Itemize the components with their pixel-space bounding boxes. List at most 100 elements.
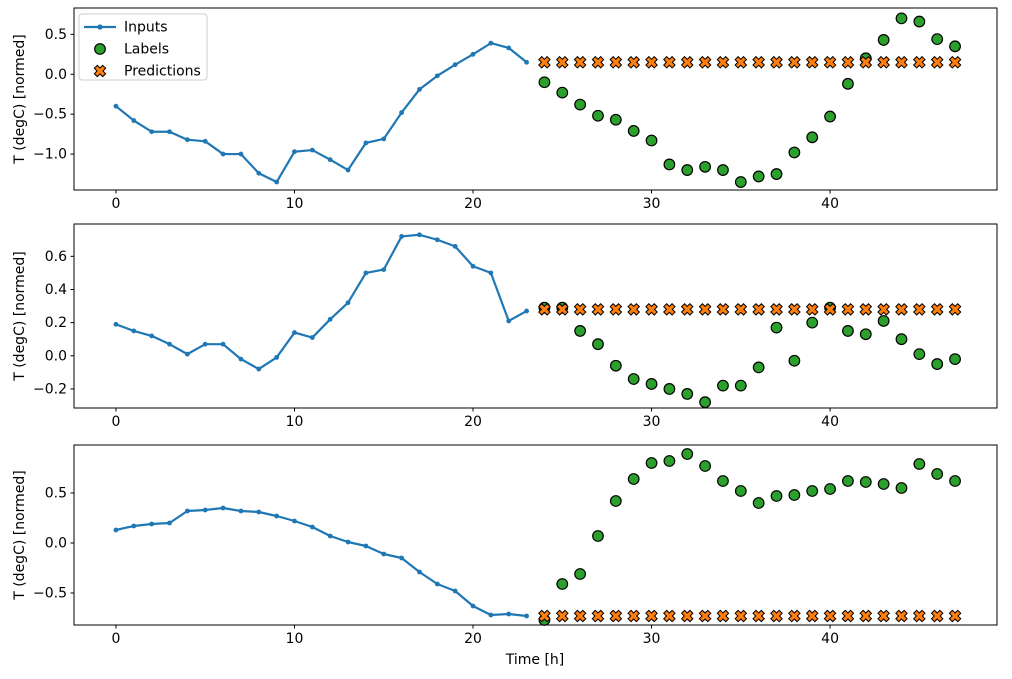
inputs-point bbox=[309, 335, 315, 340]
labels-point bbox=[627, 373, 640, 385]
legend-label-labels: Labels bbox=[124, 42, 169, 58]
inputs-point bbox=[131, 118, 137, 123]
inputs-point bbox=[488, 270, 494, 276]
labels-point bbox=[592, 530, 604, 542]
legend-labels-circle-sample bbox=[94, 43, 106, 55]
inputs-point bbox=[524, 59, 529, 65]
predictions-point bbox=[859, 303, 873, 316]
inputs-point bbox=[399, 555, 404, 561]
inputs-point bbox=[327, 157, 333, 163]
x-tick-label: 0 bbox=[111, 414, 120, 430]
y-axis-label-subplot-1: T (degC) [normed] bbox=[12, 34, 28, 165]
predictions-point bbox=[948, 303, 962, 316]
labels-point bbox=[752, 170, 765, 183]
inputs-point bbox=[184, 351, 190, 357]
predictions-point bbox=[823, 303, 837, 316]
labels-point bbox=[949, 353, 961, 366]
inputs-point bbox=[381, 136, 387, 142]
predictions-point bbox=[663, 609, 676, 623]
labels-point bbox=[699, 160, 711, 173]
labels-point bbox=[681, 448, 694, 460]
inputs-point bbox=[452, 62, 458, 68]
predictions-point bbox=[698, 303, 712, 316]
predictions-point bbox=[716, 55, 730, 69]
predictions-point bbox=[680, 609, 694, 623]
y-tick-label: 0.0 bbox=[45, 348, 67, 364]
inputs-point bbox=[292, 330, 297, 335]
predictions-point bbox=[680, 55, 694, 69]
predictions-point bbox=[859, 609, 873, 623]
labels-point bbox=[931, 468, 944, 480]
inputs-point bbox=[452, 588, 458, 594]
y-tick-label: −0.5 bbox=[33, 107, 67, 123]
inputs-point bbox=[381, 267, 387, 272]
labels-point bbox=[859, 328, 872, 341]
x-tick-label: 20 bbox=[464, 196, 482, 212]
inputs-point bbox=[113, 527, 119, 533]
labels-point bbox=[770, 168, 783, 180]
labels-point bbox=[824, 483, 836, 495]
labels-point bbox=[824, 110, 836, 123]
labels-point bbox=[734, 485, 747, 497]
labels-point bbox=[913, 348, 926, 361]
predictions-point bbox=[609, 303, 623, 316]
inputs-point bbox=[238, 356, 244, 362]
predictions-point bbox=[538, 55, 551, 69]
inputs-point bbox=[220, 341, 226, 347]
labels-point bbox=[556, 86, 569, 99]
x-tick-label: 20 bbox=[464, 631, 482, 647]
x-axis-label: Time [h] bbox=[505, 652, 565, 668]
inputs-point bbox=[238, 151, 244, 157]
inputs-point bbox=[363, 140, 369, 146]
labels-point bbox=[556, 578, 569, 590]
labels-point bbox=[895, 333, 908, 346]
y-tick-label: 0.2 bbox=[45, 315, 67, 331]
x-tick-label: 30 bbox=[643, 196, 661, 212]
predictions-point bbox=[805, 609, 819, 623]
axes-frame bbox=[73, 7, 998, 191]
predictions-point bbox=[538, 303, 551, 316]
subplot-1: 0 10 20 30 40 0.5 0.0 −0.5 −1.0 bbox=[33, 7, 998, 212]
inputs-point bbox=[131, 328, 137, 334]
predictions-point bbox=[627, 303, 641, 316]
inputs-point bbox=[292, 518, 297, 524]
labels-point bbox=[806, 485, 819, 497]
predictions-point bbox=[645, 303, 658, 316]
inputs-point bbox=[506, 45, 512, 51]
inputs-point bbox=[434, 237, 440, 243]
predictions-point bbox=[788, 55, 801, 69]
x-tick-label: 30 bbox=[643, 631, 661, 647]
labels-point bbox=[681, 164, 694, 176]
predictions-point bbox=[877, 303, 890, 316]
inputs-point bbox=[256, 366, 262, 372]
predictions-point bbox=[573, 55, 587, 69]
legend: Inputs Labels Predictions bbox=[78, 13, 208, 81]
labels-point bbox=[717, 164, 729, 176]
inputs-point bbox=[202, 341, 208, 347]
inputs-point bbox=[524, 613, 529, 619]
inputs-point bbox=[202, 138, 208, 144]
x-tick-label: 30 bbox=[643, 414, 661, 430]
inputs-line bbox=[114, 42, 528, 184]
labels-point bbox=[734, 176, 747, 188]
inputs-point bbox=[488, 612, 494, 618]
x-tick-label: 10 bbox=[286, 414, 304, 430]
inputs-point bbox=[381, 551, 387, 557]
labels-point bbox=[574, 568, 587, 580]
inputs-point bbox=[238, 508, 244, 514]
labels-point bbox=[859, 476, 872, 488]
predictions-point bbox=[663, 303, 676, 316]
inputs-point bbox=[274, 179, 280, 185]
predictions-point bbox=[895, 303, 908, 316]
labels-point bbox=[949, 40, 961, 53]
inputs-point bbox=[327, 533, 333, 539]
inputs-point bbox=[434, 73, 440, 79]
inputs-point bbox=[417, 569, 422, 575]
y-tick-label: 0.0 bbox=[45, 536, 67, 552]
axes-frame bbox=[73, 444, 998, 626]
predictions-point bbox=[734, 303, 748, 316]
x-tick-label: 0 bbox=[111, 196, 120, 212]
inputs-point bbox=[256, 170, 262, 176]
labels-point bbox=[699, 460, 711, 472]
